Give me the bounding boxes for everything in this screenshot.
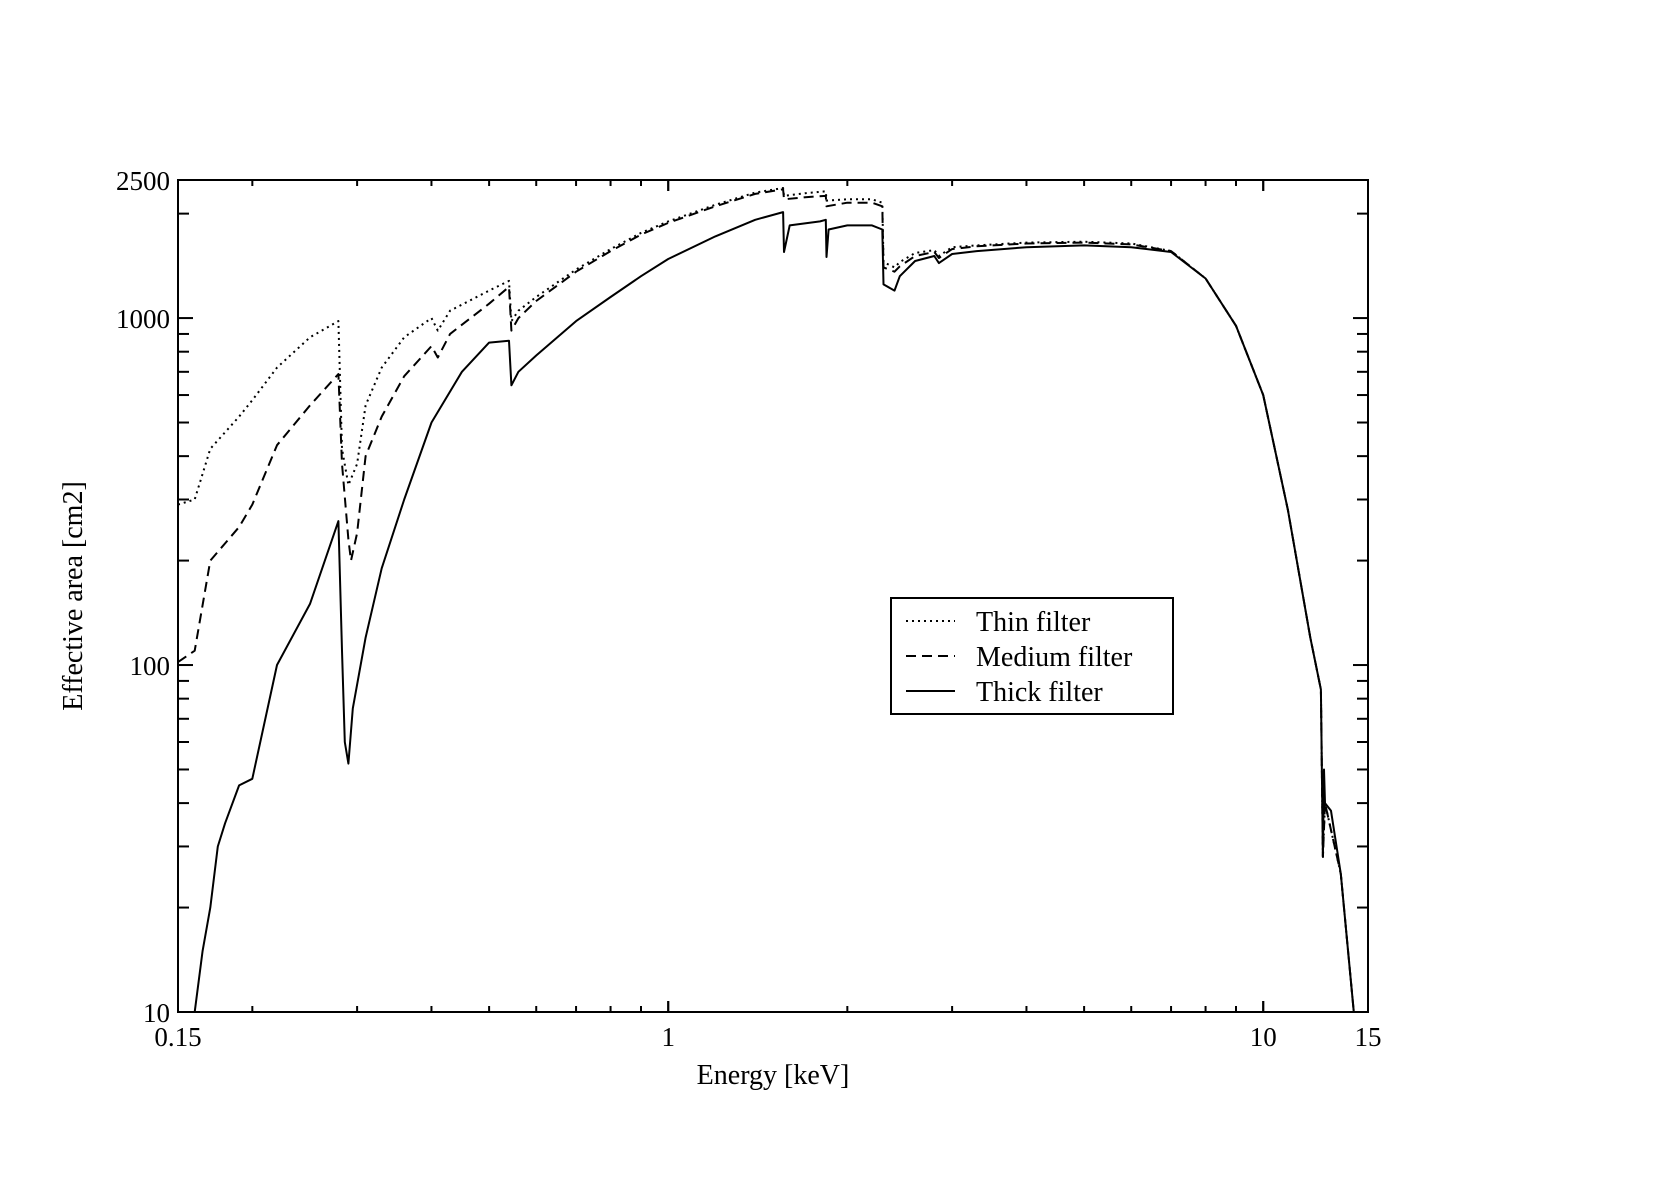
x-tick-label: 0.15 xyxy=(154,1022,201,1052)
legend-label-thick: Thick filter xyxy=(976,677,1103,708)
legend-label-medium: Medium filter xyxy=(976,642,1133,673)
series-line-thick-filter xyxy=(193,211,1355,1013)
y-tick-label: 100 xyxy=(130,651,171,681)
x-tick-label: 15 xyxy=(1355,1022,1382,1052)
y-tick-label: 10 xyxy=(143,998,170,1028)
tick-layer: 0.15 1 10 15 10 100 1000 2500 xyxy=(116,166,1382,1052)
y-tick-label: 1000 xyxy=(116,304,170,334)
x-tick-label: 10 xyxy=(1250,1022,1277,1052)
legend-label-thin: Thin filter xyxy=(976,607,1091,638)
y-tick-label: 2500 xyxy=(116,166,170,196)
series-layer xyxy=(177,187,1355,1013)
x-axis-label: Energy [keV] xyxy=(697,1060,850,1091)
plot-frame xyxy=(177,179,1369,1013)
y-axis-label: Effective area [cm2] xyxy=(58,481,89,711)
x-tick-label: 1 xyxy=(661,1022,675,1052)
legend: Thin filter Medium filter Thick filter xyxy=(890,597,1174,715)
